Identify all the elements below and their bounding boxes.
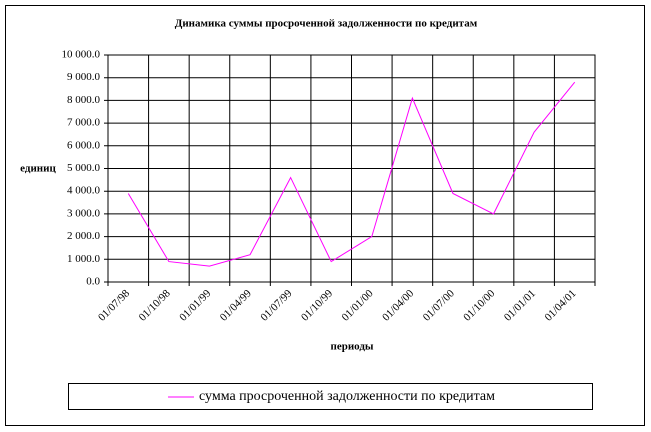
y-tick-label: 1 000.0 <box>67 253 101 265</box>
y-tick-label: 4 000.0 <box>67 185 101 197</box>
y-tick-label: 5 000.0 <box>67 162 101 174</box>
y-tick-label: 2 000.0 <box>67 230 101 242</box>
legend-label: сумма просроченной задолженности по кред… <box>199 389 495 404</box>
x-axis-label: периоды <box>330 341 373 353</box>
y-tick-label: 7 000.0 <box>67 117 101 129</box>
y-tick-label: 0.0 <box>86 276 100 288</box>
y-tick-label: 3 000.0 <box>67 207 101 219</box>
y-axis-label: единиц <box>20 163 56 175</box>
y-tick-label: 6 000.0 <box>67 139 101 151</box>
chart-title: Динамика суммы просроченной задолженност… <box>175 18 478 30</box>
legend <box>68 383 593 410</box>
line-series <box>127 81 576 267</box>
y-tick-label: 10 000.0 <box>62 49 101 61</box>
y-tick-label: 9 000.0 <box>67 71 101 83</box>
y-tick-label: 8 000.0 <box>67 94 101 106</box>
